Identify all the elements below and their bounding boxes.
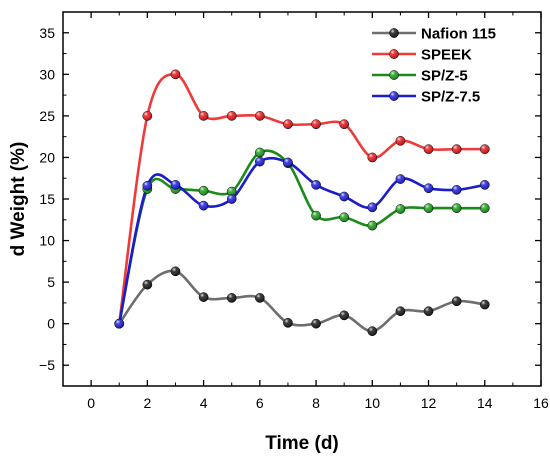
data-point-sp-z-7-5 [114, 318, 125, 329]
y-tick-label: 25 [39, 108, 55, 124]
data-point-sp-z-5 [367, 220, 378, 231]
data-point-speek [423, 144, 434, 154]
data-point-nafion-115 [451, 296, 462, 307]
data-point-nafion-115 [226, 293, 237, 303]
legend-label: SP/Z-7.5 [421, 89, 480, 106]
data-point-sp-z-7-5 [170, 180, 181, 190]
data-point-sp-z-5 [198, 185, 209, 196]
data-point-speek [339, 119, 350, 130]
series-line-nafion-115 [118, 269, 485, 333]
legend-item-sp-z-7-5: SP/Z-7.5 [372, 89, 480, 106]
x-tick-label: 12 [421, 395, 437, 411]
x-tick-label: 8 [312, 395, 320, 411]
data-point-speek [283, 119, 293, 130]
data-point-nafion-115 [170, 266, 181, 277]
x-tick-label: 0 [87, 395, 95, 411]
y-tick-label: 0 [47, 316, 55, 332]
data-point-sp-z-7-5 [423, 183, 434, 194]
series-line-sp-z-5 [117, 149, 485, 324]
data-point-nafion-115 [395, 306, 406, 317]
y-axis-title: d Weight (%) [8, 142, 29, 257]
legend-label: SP/Z-5 [421, 68, 468, 85]
axis-ticks: 0 2 4 6 8 10 12 14 16 −5 0 5 10 15 20 25 30 35 [39, 12, 549, 411]
legend-item-speek: SPEEK [372, 47, 472, 64]
data-point-sp-z-5 [339, 212, 350, 223]
series-markers [114, 69, 490, 336]
data-point-sp-z-7-5 [283, 157, 293, 168]
y-tick-label: −5 [39, 357, 55, 373]
data-point-speek [226, 111, 237, 121]
data-point-speek [451, 144, 462, 154]
data-point-sp-z-5 [395, 204, 406, 214]
data-point-speek [395, 135, 406, 146]
x-tick-label: 14 [477, 395, 493, 411]
legend-item-nafion-115: Nafion 115 [372, 26, 496, 43]
data-point-sp-z-5 [254, 147, 265, 158]
data-point-nafion-115 [479, 299, 490, 310]
data-point-sp-z-7-5 [142, 180, 153, 191]
data-point-sp-z-7-5 [395, 174, 406, 184]
y-tick-label: 10 [39, 233, 55, 249]
data-point-sp-z-7-5 [226, 194, 237, 204]
x-axis-title: Time (d) [265, 433, 339, 454]
x-tick-label: 6 [256, 395, 264, 411]
x-tick-label: 2 [143, 395, 151, 411]
data-point-nafion-115 [198, 292, 209, 302]
data-point-speek [142, 111, 153, 121]
legend: Nafion 115 SPEEK SP/Z-5 SP/Z-7.5 [372, 26, 496, 106]
y-tick-label: 35 [39, 25, 55, 41]
data-point-sp-z-7-5 [311, 180, 321, 190]
data-point-nafion-115 [311, 318, 321, 329]
series-lines [117, 73, 485, 333]
data-point-nafion-115 [283, 317, 293, 328]
data-point-sp-z-7-5 [339, 191, 350, 202]
data-point-nafion-115 [367, 326, 378, 336]
data-point-nafion-115 [339, 310, 350, 321]
data-point-speek [479, 144, 490, 154]
x-tick-label: 10 [365, 395, 381, 411]
data-point-sp-z-5 [311, 210, 321, 221]
y-tick-label: 20 [39, 149, 55, 165]
x-tick-label: 16 [533, 395, 549, 411]
y-tick-label: 15 [39, 191, 55, 207]
data-point-sp-z-7-5 [479, 180, 490, 190]
legend-item-sp-z-5: SP/Z-5 [372, 68, 468, 85]
data-point-speek [311, 119, 321, 130]
series-line-speek [117, 73, 485, 324]
data-point-speek [367, 152, 378, 163]
data-point-sp-z-7-5 [451, 185, 462, 195]
data-point-nafion-115 [254, 293, 265, 303]
data-point-nafion-115 [423, 306, 434, 317]
data-point-nafion-115 [142, 279, 153, 290]
x-tick-label: 4 [200, 395, 208, 411]
data-point-sp-z-7-5 [198, 200, 209, 211]
data-point-sp-z-7-5 [367, 202, 378, 213]
y-tick-label: 5 [47, 274, 55, 290]
y-tick-label: 30 [39, 66, 55, 82]
data-point-speek [198, 111, 209, 121]
data-point-sp-z-5 [479, 203, 490, 213]
data-point-speek [170, 69, 181, 80]
data-point-sp-z-5 [451, 203, 462, 213]
legend-label: SPEEK [421, 47, 472, 64]
data-point-speek [254, 111, 265, 121]
data-point-sp-z-7-5 [254, 156, 265, 167]
data-point-sp-z-5 [423, 203, 434, 213]
legend-label: Nafion 115 [421, 26, 496, 43]
